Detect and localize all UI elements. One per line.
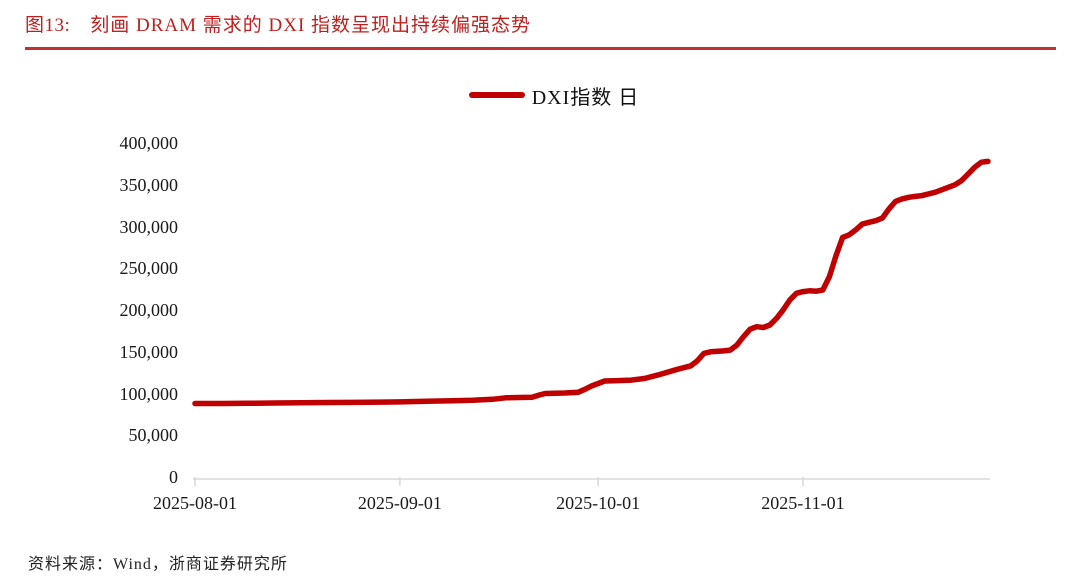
- title-underline-rule: [25, 47, 1056, 50]
- y-axis-tick-label: 400,000: [119, 133, 179, 153]
- source-note: 资料来源：Wind，浙商证券研究所: [28, 550, 288, 574]
- x-axis-tick-label: 2025-10-01: [556, 493, 641, 513]
- legend-series-label: DXI指数 日: [531, 86, 640, 109]
- y-axis-tick-label: 0: [169, 467, 178, 487]
- figure-title: 刻画 DRAM 需求的 DXI 指数呈现出持续偏强态势: [90, 15, 532, 36]
- source-text: 资料来源：Wind，浙商证券研究所: [28, 556, 288, 573]
- figure-header: 图13: 刻画 DRAM 需求的 DXI 指数呈现出持续偏强态势: [25, 13, 531, 39]
- figure-number-label: 图13:: [25, 15, 71, 36]
- x-axis-tick-label: 2025-09-01: [357, 493, 442, 513]
- y-axis-tick-label: 300,000: [119, 216, 179, 237]
- y-axis-tick-label: 100,000: [119, 383, 179, 404]
- dxi-series-line: [192, 158, 991, 407]
- y-axis-tick-label: 350,000: [119, 174, 179, 195]
- y-axis-tick-label: 50,000: [128, 425, 179, 446]
- y-axis-tick-label: 250,000: [119, 258, 179, 279]
- x-axis-tick-label: 2025-08-01: [153, 493, 237, 513]
- y-axis-tick-label: 150,000: [119, 341, 179, 362]
- legend-line-marker-icon: [468, 92, 525, 98]
- y-axis-tick-label: 200,000: [119, 300, 179, 320]
- x-axis-tick-label: 2025-11-01: [761, 493, 845, 513]
- x-axis-ticks: [194, 477, 804, 486]
- chart-legend: DXI指数 日: [14, 82, 1080, 109]
